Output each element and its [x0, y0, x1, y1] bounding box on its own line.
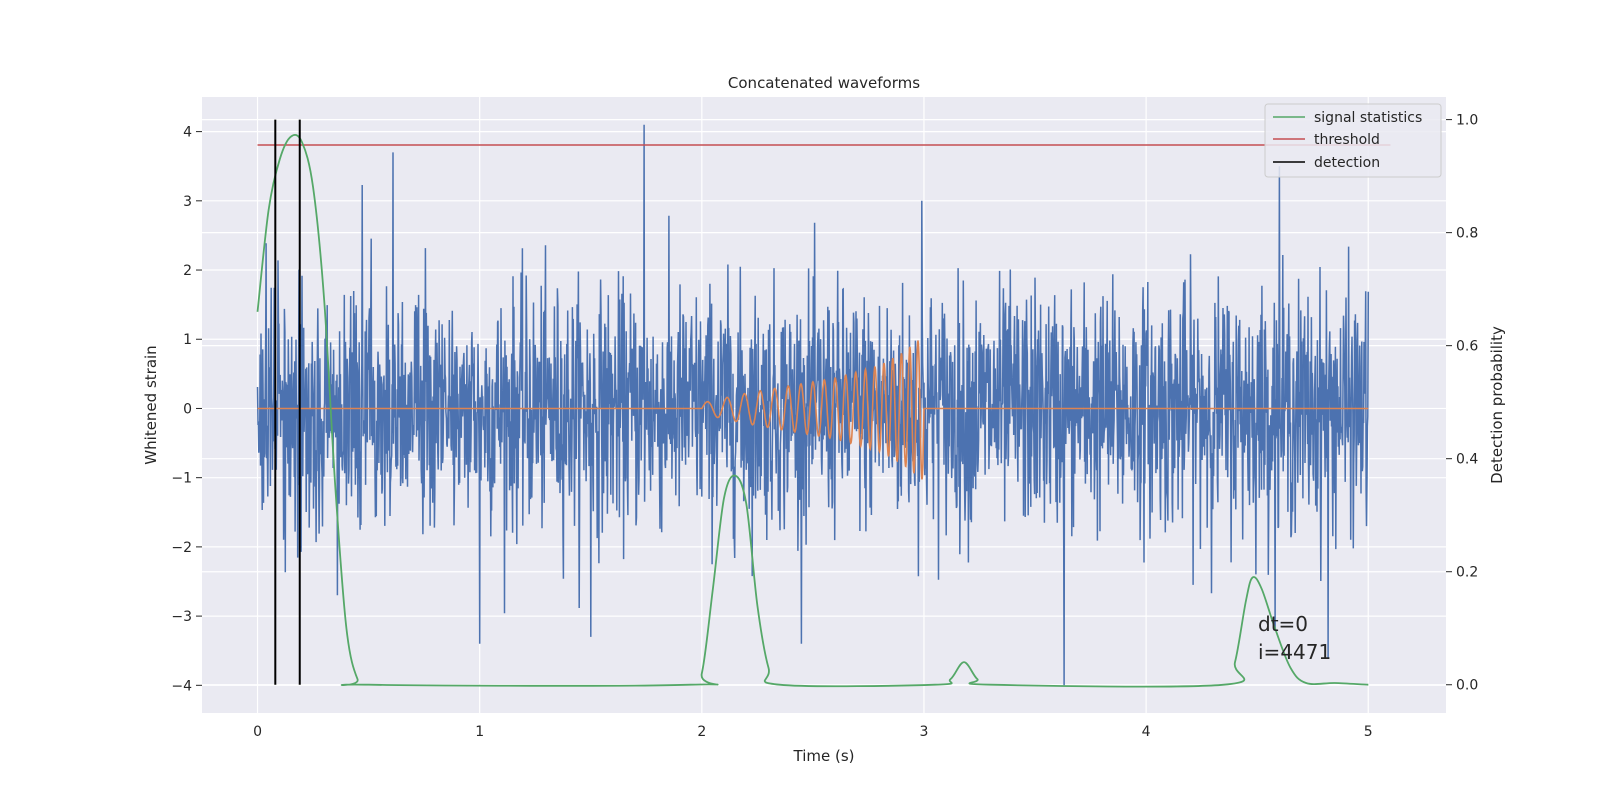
x-tick-label: 2: [697, 724, 706, 740]
x-axis-label: Time (s): [793, 747, 855, 765]
y-tick-label: −1: [171, 471, 192, 487]
annotation-line-1: dt=0: [1258, 612, 1308, 636]
legend-label-threshold: threshold: [1314, 132, 1380, 148]
series-layer: [256, 119, 1391, 688]
y-axis-label: Whitened strain: [142, 345, 160, 464]
legend-label-signal: signal statistics: [1314, 110, 1422, 126]
x-tick-label: 1: [475, 724, 484, 740]
chart-title: Concatenated waveforms: [728, 74, 920, 92]
y2-tick-label: 0.0: [1456, 678, 1478, 694]
legend-label-detection: detection: [1314, 155, 1380, 171]
annotation: dt=0 i=4471: [1258, 612, 1331, 664]
x-tick-label: 4: [1142, 724, 1151, 740]
y-tick-label: −3: [171, 609, 192, 625]
y-tick-label: −4: [171, 678, 192, 694]
y-tick-label: −2: [171, 540, 192, 556]
y2-tick-label: 0.6: [1456, 339, 1478, 355]
x-tick-label: 3: [920, 724, 929, 740]
series-line-strain: [256, 124, 1370, 686]
y2-tick-label: 1.0: [1456, 113, 1478, 129]
x-tick-label: 0: [253, 724, 262, 740]
ticks: 0 1 2 3 4 5 −4 −3 −2 −1 0 1 2 3 4 0.0 0.2 0.4 0.6 0.8 1.0: [171, 113, 1478, 740]
y2-tick-label: 0.2: [1456, 565, 1478, 581]
series-line-waveform: [257, 340, 1369, 480]
y2-tick-label: 0.4: [1456, 452, 1478, 468]
x-tick-label: 5: [1364, 724, 1373, 740]
y2-axis-label: Detection probability: [1488, 326, 1506, 484]
series-line-signal-statistics: [256, 133, 1369, 688]
y-tick-label: 0: [183, 401, 192, 417]
legend-box: [1264, 103, 1442, 178]
y-tick-label: 3: [183, 194, 192, 210]
annotation-line-2: i=4471: [1258, 640, 1331, 664]
y-tick-label: 1: [183, 332, 192, 348]
legend: signal statistics threshold detection: [1264, 103, 1442, 178]
y-tick-label: 4: [183, 125, 192, 141]
y-tick-label: 2: [183, 263, 192, 279]
y2-tick-label: 0.8: [1456, 226, 1478, 242]
